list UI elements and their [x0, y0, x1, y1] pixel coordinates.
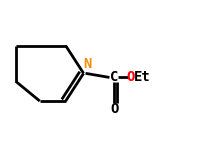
- Text: Et: Et: [134, 70, 151, 84]
- Text: C: C: [110, 70, 119, 84]
- Text: O: O: [111, 102, 119, 116]
- Text: O: O: [126, 70, 135, 84]
- Text: N: N: [83, 57, 92, 71]
